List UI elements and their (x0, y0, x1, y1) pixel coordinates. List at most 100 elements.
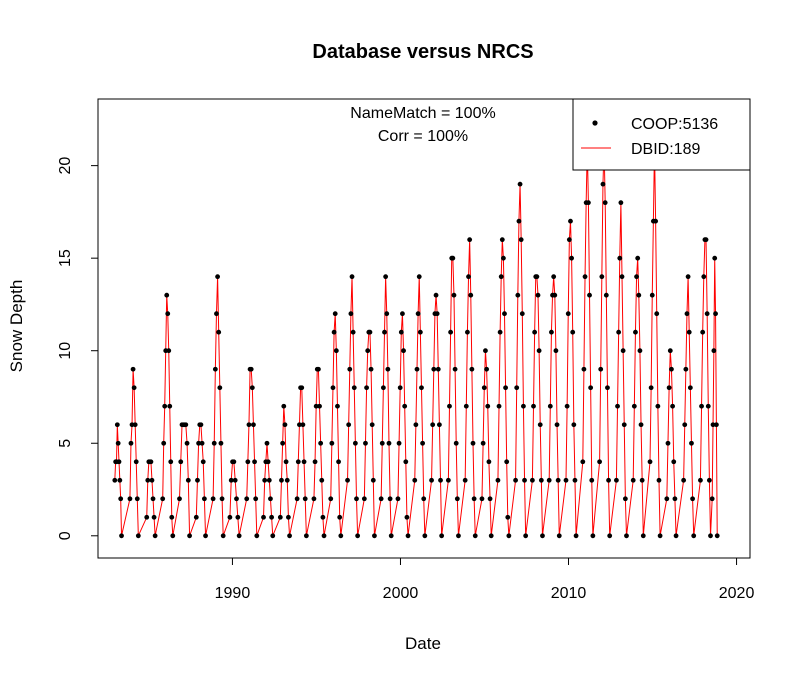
data-point-coop-5136 (251, 422, 256, 428)
data-point-coop-5136 (333, 348, 339, 354)
data-point-coop-5136 (622, 496, 628, 502)
x-tick-label: 2020 (719, 585, 755, 602)
data-point-coop-5136 (657, 533, 663, 539)
data-point-coop-5136 (117, 477, 123, 483)
data-point-coop-5136 (471, 496, 477, 502)
data-point-coop-5136 (617, 255, 623, 261)
data-point-coop-5136 (708, 533, 713, 539)
data-point-coop-5136 (134, 496, 140, 502)
data-point-coop-5136 (312, 459, 318, 465)
data-point-coop-5136 (166, 348, 172, 354)
data-point-coop-5136 (294, 496, 300, 502)
data-point-coop-5136 (631, 403, 637, 409)
data-point-coop-5136 (317, 403, 322, 409)
annotation-corr: Corr = 100% (378, 128, 468, 145)
data-point-coop-5136 (515, 292, 521, 298)
data-point-coop-5136 (598, 366, 604, 372)
data-point-coop-5136 (148, 459, 154, 465)
data-point-coop-5136 (582, 274, 588, 280)
data-point-coop-5136 (379, 440, 385, 446)
data-point-coop-5136 (177, 496, 182, 502)
data-point-coop-5136 (486, 459, 492, 465)
data-point-coop-5136 (468, 292, 474, 298)
data-point-coop-5136 (496, 403, 502, 409)
data-point-coop-5136 (614, 477, 619, 483)
data-point-coop-5136 (196, 440, 202, 446)
data-point-coop-5136 (439, 533, 445, 539)
data-point-coop-5136 (551, 274, 557, 280)
data-point-coop-5136 (686, 329, 692, 335)
data-point-coop-5136 (403, 459, 409, 465)
data-point-coop-5136 (282, 422, 288, 428)
data-point-coop-5136 (170, 533, 176, 539)
data-point-coop-5136 (203, 533, 208, 539)
data-point-coop-5136 (536, 348, 542, 354)
data-point-coop-5136 (228, 477, 234, 483)
data-point-coop-5136 (232, 477, 238, 483)
data-point-coop-5136 (655, 403, 661, 409)
data-point-coop-5136 (670, 403, 675, 409)
data-point-coop-5136 (414, 366, 420, 372)
data-point-coop-5136 (178, 459, 184, 465)
data-point-coop-5136 (321, 533, 327, 539)
data-point-coop-5136 (246, 422, 252, 428)
data-point-coop-5136 (495, 477, 501, 483)
data-point-coop-5136 (690, 496, 695, 502)
data-point-coop-5136 (669, 366, 674, 372)
data-point-coop-5136 (711, 348, 717, 354)
data-point-coop-5136 (714, 533, 720, 539)
data-point-coop-5136 (469, 366, 475, 372)
data-point-coop-5136 (161, 440, 167, 446)
data-point-coop-5136 (320, 514, 326, 520)
data-point-coop-5136 (685, 274, 691, 280)
data-point-coop-5136 (299, 385, 305, 391)
y-tick-label: 5 (57, 439, 74, 448)
data-point-coop-5136 (245, 459, 251, 465)
data-point-coop-5136 (640, 533, 646, 539)
data-point-coop-5136 (220, 533, 226, 539)
data-point-coop-5136 (262, 477, 268, 483)
data-point-coop-5136 (378, 496, 384, 502)
data-point-coop-5136 (518, 237, 524, 243)
data-point-coop-5136 (648, 385, 654, 391)
data-point-coop-5136 (519, 311, 525, 317)
data-point-coop-5136 (162, 403, 168, 409)
data-point-coop-5136 (709, 496, 715, 502)
data-point-coop-5136 (214, 311, 219, 317)
data-point-coop-5136 (498, 274, 504, 280)
data-point-coop-5136 (338, 533, 344, 539)
data-point-coop-5136 (264, 440, 270, 446)
data-point-coop-5136 (573, 533, 579, 539)
data-point-coop-5136 (565, 311, 571, 317)
data-point-coop-5136 (538, 477, 544, 483)
data-point-coop-5136 (261, 514, 266, 520)
data-point-coop-5136 (503, 385, 508, 391)
data-point-coop-5136 (346, 422, 352, 428)
data-point-coop-5136 (570, 329, 576, 335)
data-point-coop-5136 (463, 403, 469, 409)
data-point-coop-5136 (521, 403, 526, 409)
data-point-coop-5136 (698, 477, 703, 483)
data-point-coop-5136 (580, 459, 586, 465)
legend-point-marker (592, 120, 598, 126)
data-point-coop-5136 (481, 385, 487, 391)
data-point-coop-5136 (119, 533, 124, 539)
data-point-coop-5136 (198, 422, 204, 428)
data-point-coop-5136 (619, 274, 625, 280)
data-point-coop-5136 (128, 440, 134, 446)
data-point-coop-5136 (252, 459, 257, 465)
data-point-coop-5136 (699, 403, 704, 409)
data-point-coop-5136 (345, 477, 350, 483)
data-point-coop-5136 (364, 385, 369, 391)
plot-data-layer (112, 144, 720, 539)
data-point-coop-5136 (144, 514, 150, 520)
data-point-coop-5136 (253, 496, 259, 502)
data-point-coop-5136 (447, 403, 452, 409)
data-point-coop-5136 (713, 422, 719, 428)
data-point-coop-5136 (587, 292, 592, 298)
data-point-coop-5136 (355, 533, 361, 539)
data-point-coop-5136 (361, 496, 367, 502)
data-point-coop-5136 (300, 422, 306, 428)
data-point-coop-5136 (531, 403, 536, 409)
data-point-coop-5136 (397, 385, 403, 391)
